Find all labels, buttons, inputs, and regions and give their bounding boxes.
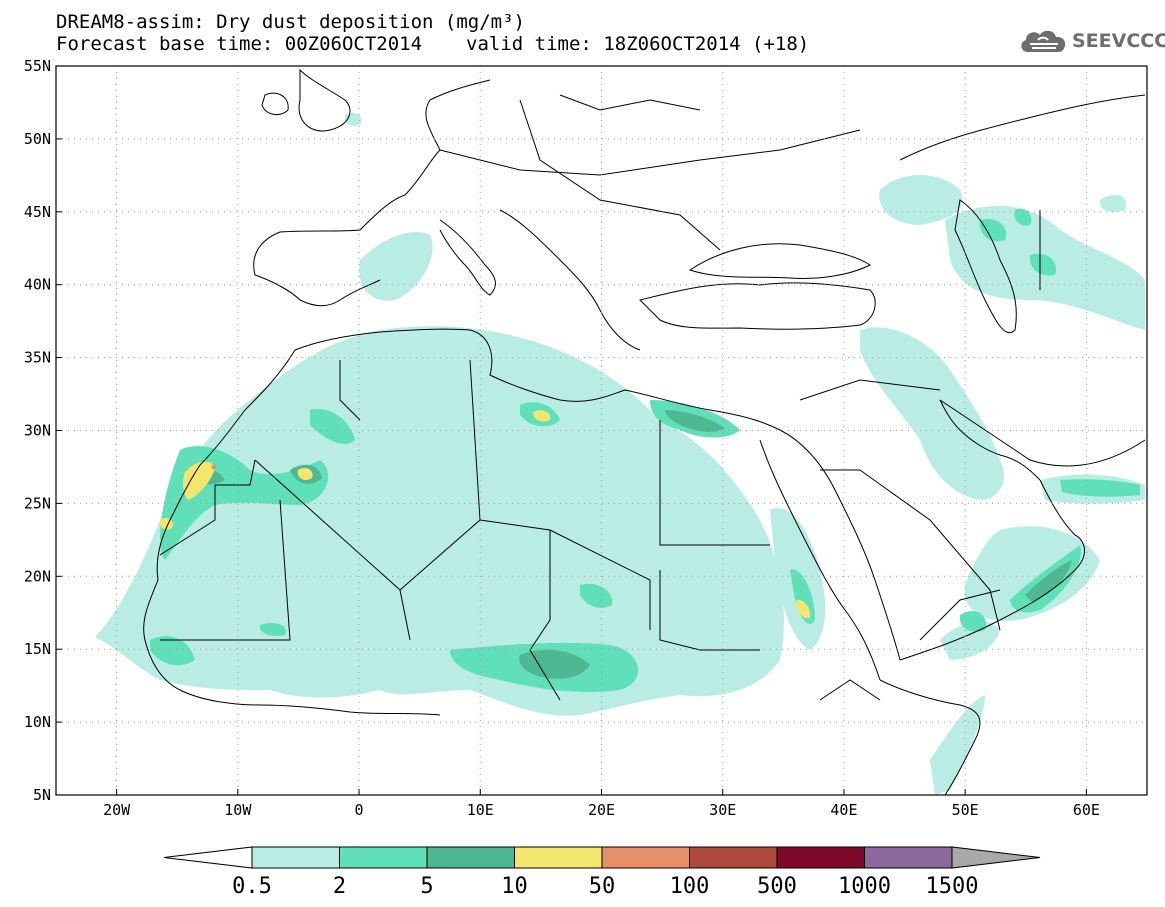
lon-tick-label: 10E xyxy=(467,801,494,819)
legend-label: 10 xyxy=(501,874,528,899)
dust-field-light xyxy=(95,113,1145,795)
lon-tick-label: 20E xyxy=(588,801,615,819)
dust-field-very-high xyxy=(159,410,811,619)
legend-swatch xyxy=(339,846,428,869)
axis-ticks xyxy=(56,65,1087,796)
lat-tick-label: 30N xyxy=(24,422,51,440)
legend-label: 2 xyxy=(333,874,346,899)
coastlines-borders xyxy=(143,68,1146,795)
legend-label: 5 xyxy=(420,874,433,899)
lat-tick-label: 55N xyxy=(24,57,51,75)
lon-tick-label: 30E xyxy=(709,801,736,819)
legend-swatch xyxy=(601,846,690,869)
lon-tick-label: 10W xyxy=(224,801,252,819)
legend-label: 1500 xyxy=(926,874,979,899)
lon-tick-label: 40E xyxy=(830,801,857,819)
lat-tick-label: 50N xyxy=(24,130,51,148)
lat-tick-label: 35N xyxy=(24,349,51,367)
dust-field-extreme xyxy=(211,464,217,470)
valid-time: valid time: 18Z06OCT2014 (+18) xyxy=(466,33,810,55)
lat-tick-label: 5N xyxy=(33,786,51,804)
lat-tick-label: 10N xyxy=(24,713,51,731)
map-subtitle: Forecast base time: 00Z06OCT2014 valid ti… xyxy=(56,34,809,54)
lat-tick-label: 15N xyxy=(24,640,51,658)
base-time: Forecast base time: 00Z06OCT2014 xyxy=(56,33,423,55)
latitude-labels: 55N 50N 45N 40N 35N 30N 25N 20N 15N 10N 5N xyxy=(24,57,51,804)
legend-label: 100 xyxy=(670,874,710,899)
legend-swatch xyxy=(864,846,953,869)
legend-label: 50 xyxy=(589,874,616,899)
legend-label: 500 xyxy=(757,874,797,899)
lon-tick-label: 50E xyxy=(952,801,979,819)
legend-swatch xyxy=(514,846,603,869)
color-legend: 0.5 2 5 10 50 100 500 1000 1500 xyxy=(163,846,1041,899)
lat-tick-label: 45N xyxy=(24,203,51,221)
map-title: DREAM8-assim: Dry dust deposition (mg/m³… xyxy=(56,11,525,33)
legend-swatch xyxy=(251,846,340,869)
cloud-logo-icon xyxy=(1021,30,1066,52)
logo-text: SEEVCCC xyxy=(1072,30,1165,52)
lat-tick-label: 25N xyxy=(24,494,51,512)
seevccc-logo: SEEVCCC xyxy=(1018,26,1165,56)
legend-swatch xyxy=(426,846,515,869)
lon-tick-label: 20W xyxy=(103,801,131,819)
lon-tick-label: 0 xyxy=(355,801,364,819)
legend-label: 1000 xyxy=(838,874,891,899)
lat-tick-label: 40N xyxy=(24,276,51,294)
legend-swatch xyxy=(776,846,865,869)
longitude-labels: 20W 10W 0 10E 20E 30E 40E 50E 60E xyxy=(103,801,1100,819)
legend-label: 0.5 xyxy=(232,874,272,899)
legend-over-arrow xyxy=(951,846,1041,869)
lon-tick-label: 60E xyxy=(1073,801,1100,819)
lat-tick-label: 20N xyxy=(24,567,51,585)
legend-swatch xyxy=(689,846,778,869)
legend-under-arrow xyxy=(163,846,253,869)
